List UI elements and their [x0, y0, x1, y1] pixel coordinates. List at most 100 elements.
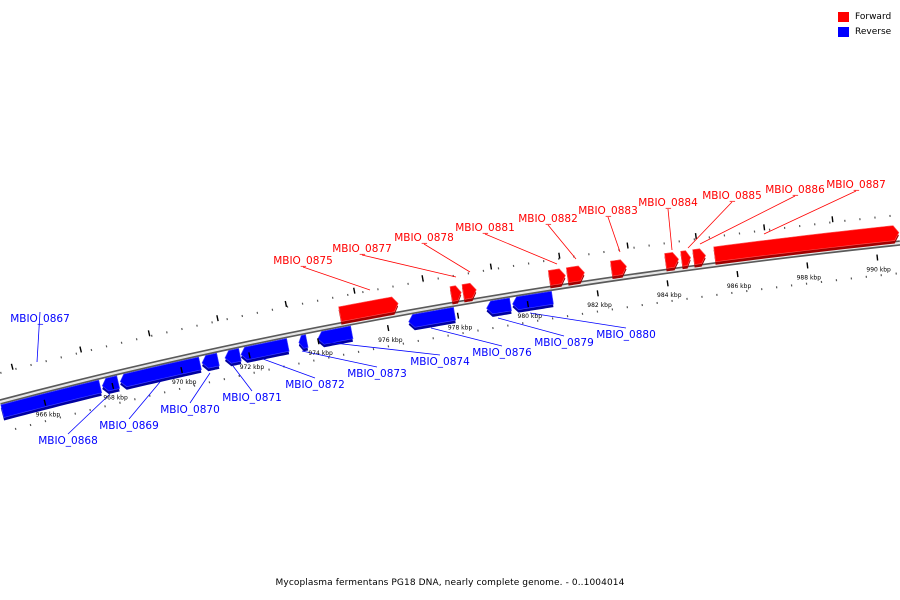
gene-label: MBIO_0878 — [394, 232, 454, 244]
label-leader-lines — [36, 190, 857, 435]
strand-legend: Forward Reverse — [838, 9, 891, 39]
leader-line — [687, 201, 733, 249]
gene-label: MBIO_0881 — [455, 222, 515, 234]
gene-label: MBIO_0876 — [472, 347, 532, 359]
gene-label: MBIO_0869 — [99, 420, 159, 432]
ruler-label: 978 kbp — [448, 325, 473, 332]
gene-arrow — [680, 250, 691, 267]
gene-arrow — [461, 282, 477, 300]
gene-label: MBIO_0882 — [518, 213, 578, 225]
gene-label: MBIO_0867 — [10, 313, 70, 325]
leader-line — [262, 358, 316, 379]
ruler-label: 974 kbp — [308, 350, 333, 357]
gene-arrow — [449, 285, 462, 302]
gene-label: MBIO_0877 — [332, 243, 392, 255]
major-tick-above — [79, 346, 83, 353]
gene-label: MBIO_0872 — [285, 379, 345, 391]
leader-line — [423, 243, 471, 273]
gene-arrow — [298, 334, 309, 349]
major-tick-above — [10, 363, 14, 370]
minor-tick-above — [15, 367, 17, 370]
gene-labels: MBIO_0867MBIO_0868MBIO_0869MBIO_0870MBIO… — [10, 179, 886, 447]
minor-tick-above — [0, 371, 2, 374]
gene-arrow — [512, 290, 554, 310]
genome-caption: Mycoplasma fermentans PG18 DNA, nearly c… — [275, 578, 625, 588]
leader-line — [361, 254, 457, 278]
major-ticks — [10, 216, 834, 370]
ruler-tick — [456, 312, 460, 319]
gene-label: MBIO_0887 — [826, 179, 886, 191]
ruler-tick — [666, 280, 669, 287]
ruler-label: 970 kbp — [172, 379, 197, 386]
minor-tick-below — [29, 423, 32, 427]
gene-label: MBIO_0883 — [578, 205, 638, 217]
ruler-tick — [248, 352, 251, 359]
ruler-label: 990 kbp — [866, 266, 891, 273]
ruler-tick — [111, 382, 115, 390]
reverse-genes — [0, 290, 554, 421]
leader-line — [430, 327, 503, 347]
major-tick-above — [763, 224, 766, 231]
ruler-label: 988 kbp — [797, 274, 822, 281]
backbone-highlight — [0, 241, 900, 404]
ruler-tick — [43, 399, 47, 406]
ruler-label: 972 kbp — [240, 364, 265, 371]
gene-arrow — [0, 379, 103, 418]
major-tick-above — [489, 263, 493, 270]
major-tick-above — [558, 252, 561, 259]
ruler-label: 984 kbp — [657, 292, 682, 299]
gene-label: MBIO_0880 — [596, 329, 656, 341]
gene-label: MBIO_0886 — [765, 184, 825, 196]
gene-label: MBIO_0870 — [160, 404, 220, 416]
leader-line — [484, 233, 558, 265]
major-tick-above — [831, 216, 834, 223]
forward-swatch — [838, 11, 849, 22]
gene-arrow — [119, 356, 202, 388]
major-tick-above — [353, 287, 356, 294]
leader-line — [67, 393, 111, 435]
gene-label: MBIO_0885 — [702, 190, 762, 202]
leader-line — [36, 311, 41, 363]
gene-arrow — [713, 225, 900, 263]
ruler-tick — [386, 324, 390, 332]
forward-genes — [338, 225, 900, 325]
major-tick-above — [694, 233, 698, 240]
ruler-label: 980 kbp — [518, 313, 543, 320]
leader-line — [189, 372, 211, 404]
gene-arrow — [408, 306, 457, 328]
major-tick-above — [421, 275, 424, 282]
ruler-tick — [876, 254, 879, 261]
ruler-tick — [317, 338, 320, 345]
gene-label: MBIO_0879 — [534, 337, 594, 349]
legend-reverse-label: Reverse — [855, 26, 892, 37]
gene-label: MBIO_0875 — [273, 255, 333, 267]
major-tick-above — [626, 242, 629, 249]
ruler-tick — [526, 301, 530, 308]
gene-arrow — [664, 252, 679, 269]
leader-line — [547, 224, 577, 260]
ruler-tick — [596, 290, 599, 297]
leader-line — [497, 317, 565, 337]
reverse-swatch — [838, 26, 849, 37]
leader-line — [607, 216, 621, 253]
legend-forward: Forward — [838, 9, 891, 24]
ruler-tick — [736, 270, 739, 278]
ruler-label: 968 kbp — [103, 395, 128, 402]
gene-arrow — [610, 259, 627, 277]
leader-line — [302, 266, 371, 291]
major-tick-above — [147, 330, 151, 337]
genome-backbone — [0, 240, 900, 405]
gene-label: MBIO_0874 — [410, 356, 470, 368]
leader-line — [763, 190, 857, 235]
ruler-label: 966 kbp — [36, 411, 61, 418]
leader-line — [232, 365, 253, 392]
major-tick-above — [284, 300, 288, 308]
gene-arrow — [224, 348, 242, 364]
leader-line — [324, 341, 441, 356]
gene-arrow — [486, 297, 512, 315]
gene-arrow — [201, 352, 220, 369]
gene-arrow — [338, 296, 399, 322]
gene-arrow — [692, 248, 706, 265]
ruler-tick — [180, 366, 183, 374]
